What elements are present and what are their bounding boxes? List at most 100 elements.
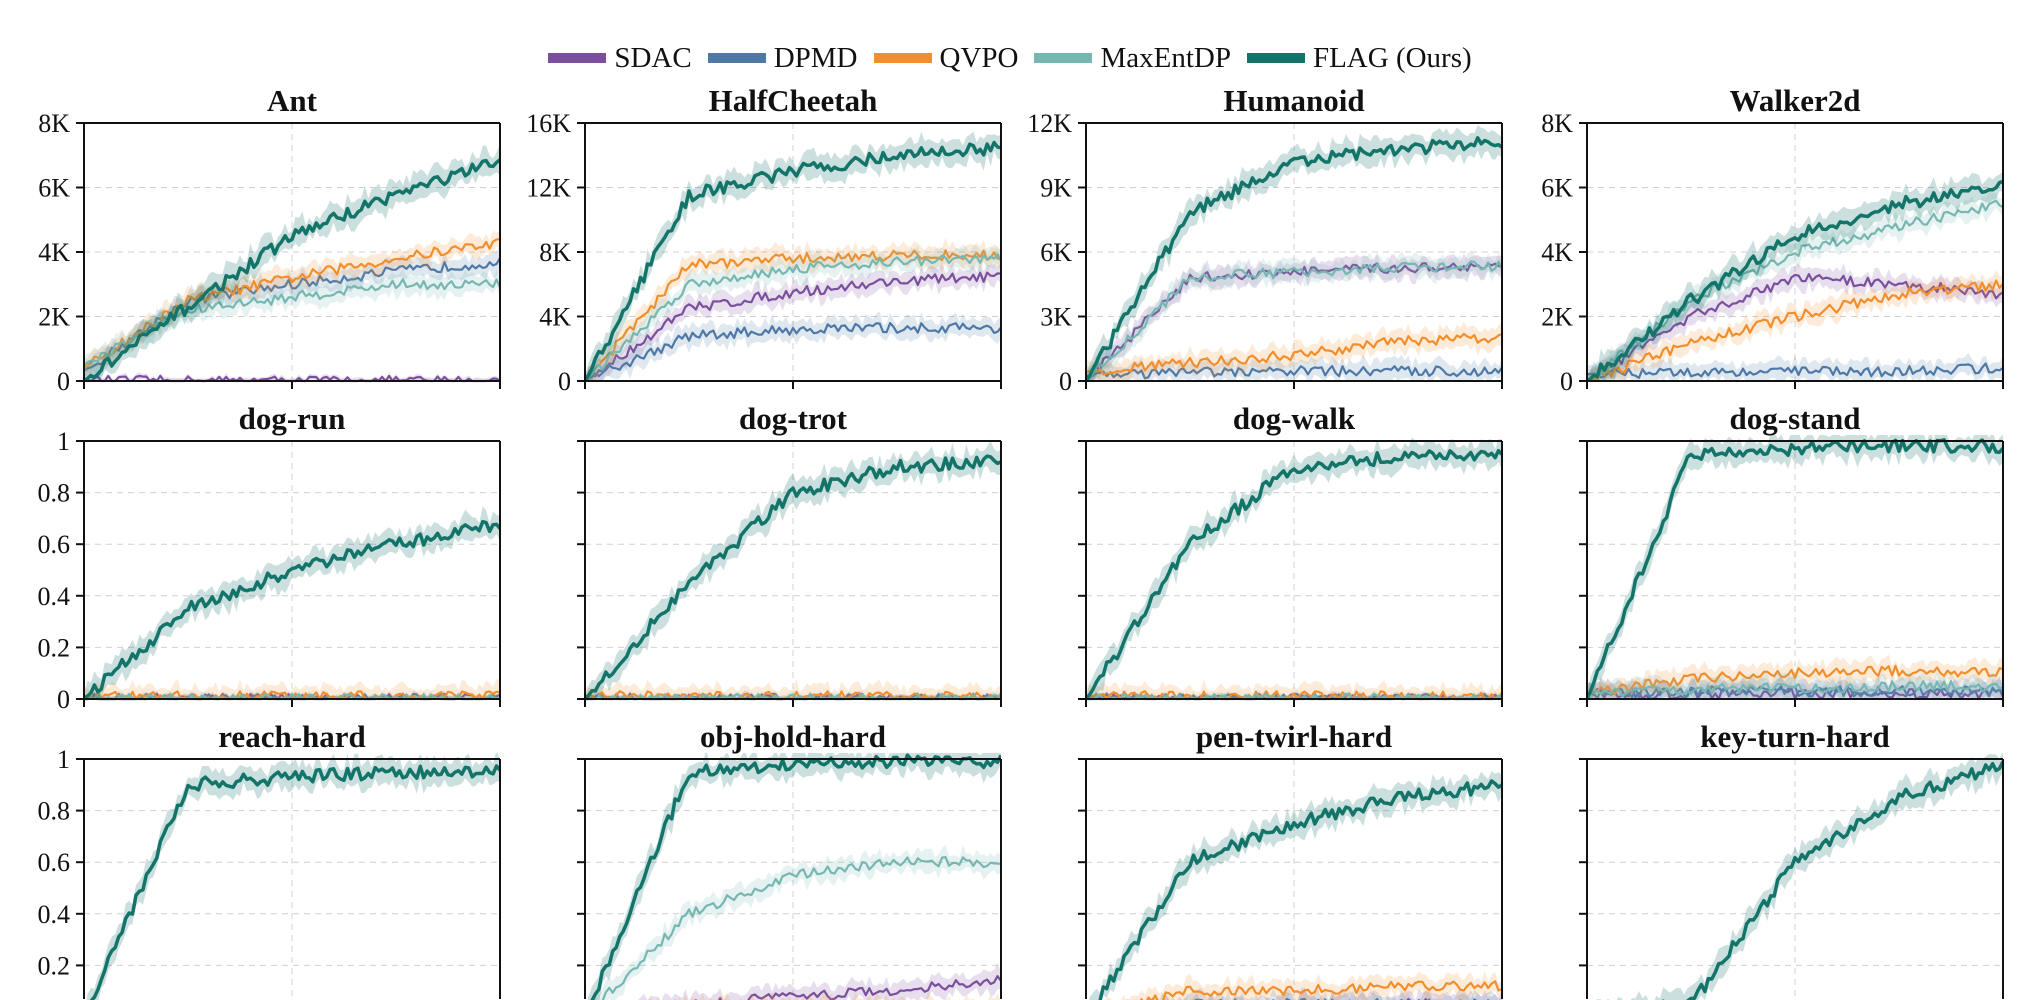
series-band bbox=[585, 237, 1001, 381]
series-band bbox=[84, 230, 500, 380]
panel-title: HalfCheetah bbox=[709, 83, 878, 118]
series-band bbox=[1098, 988, 1502, 1000]
legend-label: MaxEntDP bbox=[1100, 41, 1231, 74]
panel-reach-hard: 0.2 0.4 0.6 0.8 1 reach-hard bbox=[38, 719, 501, 1000]
y-tick-label: 0.2 bbox=[38, 633, 71, 662]
series-band bbox=[84, 268, 500, 374]
series-band bbox=[1596, 753, 2003, 1000]
panel-title: Ant bbox=[267, 83, 318, 118]
legend-item: MaxEntDP bbox=[1034, 42, 1231, 75]
y-tick-label: 0 bbox=[1059, 367, 1072, 396]
series-band bbox=[585, 441, 1001, 699]
series-line bbox=[1086, 136, 1502, 382]
panel-dog-trot: dog-trot bbox=[577, 401, 1002, 707]
series-line bbox=[1086, 262, 1502, 382]
series-line bbox=[1086, 690, 1502, 701]
series-band bbox=[86, 753, 500, 1000]
series-line bbox=[1662, 760, 2003, 1000]
legend-label: QVPO bbox=[939, 41, 1019, 74]
series-line bbox=[1587, 664, 2003, 696]
y-tick-label: 8K bbox=[38, 109, 70, 138]
series-line bbox=[84, 519, 500, 700]
legend-swatch bbox=[548, 53, 607, 63]
panel-title: dog-walk bbox=[1233, 401, 1356, 436]
y-tick-label: 8K bbox=[1541, 109, 1573, 138]
series-band bbox=[1096, 987, 1502, 1000]
panel-title: pen-twirl-hard bbox=[1196, 719, 1392, 754]
y-tick-label: 6K bbox=[38, 174, 70, 203]
panel-ant: 0 2K 4K 6K 8K Ant bbox=[38, 83, 501, 396]
series-line bbox=[84, 692, 500, 701]
y-tick-label: 9K bbox=[1040, 174, 1072, 203]
panel-humanoid: 0 3K 6K 9K 12K Humanoid bbox=[1027, 83, 1503, 396]
series-band bbox=[1086, 679, 1502, 699]
legend-label: SDAC bbox=[614, 41, 692, 74]
panel-dog-walk: dog-walk bbox=[1078, 401, 1503, 707]
panel-pen-twirl-hard: pen-twirl-hard bbox=[1078, 719, 1503, 1000]
series-line bbox=[1587, 179, 2003, 383]
y-tick-label: 0.4 bbox=[38, 582, 71, 611]
legend-swatch bbox=[1034, 53, 1093, 63]
y-tick-label: 4K bbox=[38, 238, 70, 267]
series-line bbox=[84, 158, 500, 383]
series-band bbox=[585, 261, 1001, 381]
y-tick-label: 0.2 bbox=[38, 951, 71, 980]
y-tick-label: 0 bbox=[558, 367, 571, 396]
panel-dog-run: 0 0.2 0.4 0.6 0.8 1 dog-run bbox=[38, 401, 501, 714]
panel-halfcheetah: 0 4K 8K 12K 16K HalfCheetah bbox=[526, 83, 1002, 396]
series-line bbox=[1086, 448, 1502, 700]
panel-obj-hold-hard: obj-hold-hard bbox=[577, 719, 1002, 1000]
y-tick-label: 16K bbox=[526, 109, 571, 138]
series-band bbox=[587, 753, 1001, 1000]
y-tick-label: 0 bbox=[57, 685, 70, 714]
series-band bbox=[1587, 263, 2003, 381]
y-tick-label: 8K bbox=[539, 238, 571, 267]
panel-title: key-turn-hard bbox=[1700, 719, 1889, 754]
series-band bbox=[84, 678, 500, 699]
panel-title: dog-run bbox=[239, 401, 346, 436]
panel-title: reach-hard bbox=[218, 719, 366, 754]
series-line bbox=[674, 974, 1001, 1000]
series-line bbox=[1098, 779, 1502, 1000]
y-tick-label: 6K bbox=[1541, 174, 1573, 203]
panel-title: dog-trot bbox=[739, 401, 848, 436]
y-tick-label: 2K bbox=[38, 303, 70, 332]
series-line bbox=[585, 140, 1001, 382]
series-line bbox=[1587, 273, 2003, 382]
series-band bbox=[1587, 670, 2003, 699]
series-line bbox=[1139, 980, 1502, 1000]
y-tick-label: 2K bbox=[1541, 303, 1573, 332]
series-line bbox=[1086, 332, 1502, 376]
panel-title: dog-stand bbox=[1730, 401, 1861, 436]
series-band bbox=[585, 679, 1001, 699]
series-line bbox=[1587, 199, 2003, 382]
series-band bbox=[1086, 354, 1502, 381]
y-tick-label: 1 bbox=[57, 427, 70, 456]
panel-title: Walker2d bbox=[1730, 83, 1861, 118]
legend-item: DPMD bbox=[707, 42, 858, 75]
legend: SDAC DPMD QVPO MaxEntDP FLAG (Ours) bbox=[0, 38, 2020, 78]
y-tick-label: 0.6 bbox=[38, 530, 71, 559]
y-tick-label: 4K bbox=[1541, 238, 1573, 267]
series-band bbox=[1086, 437, 1502, 699]
series-band bbox=[585, 244, 1001, 381]
series-band bbox=[1086, 250, 1502, 381]
panel-dog-stand: dog-stand bbox=[1579, 401, 2004, 707]
y-tick-label: 4K bbox=[539, 303, 571, 332]
y-tick-label: 0.6 bbox=[38, 848, 71, 877]
series-line bbox=[84, 237, 500, 370]
series-line bbox=[590, 753, 1001, 1000]
series-line bbox=[585, 454, 1001, 701]
series-band bbox=[1157, 995, 1490, 1000]
series-band bbox=[84, 372, 500, 381]
y-tick-label: 0 bbox=[57, 367, 70, 396]
series-line bbox=[1587, 362, 2003, 379]
y-tick-label: 0.8 bbox=[38, 797, 71, 826]
series-band bbox=[1096, 970, 1502, 1000]
series-line bbox=[1587, 279, 2003, 383]
legend-item: FLAG (Ours) bbox=[1246, 41, 1472, 75]
y-tick-label: 0.4 bbox=[38, 900, 71, 929]
legend-label: FLAG (Ours) bbox=[1312, 41, 1472, 74]
series-line bbox=[1587, 680, 2003, 697]
